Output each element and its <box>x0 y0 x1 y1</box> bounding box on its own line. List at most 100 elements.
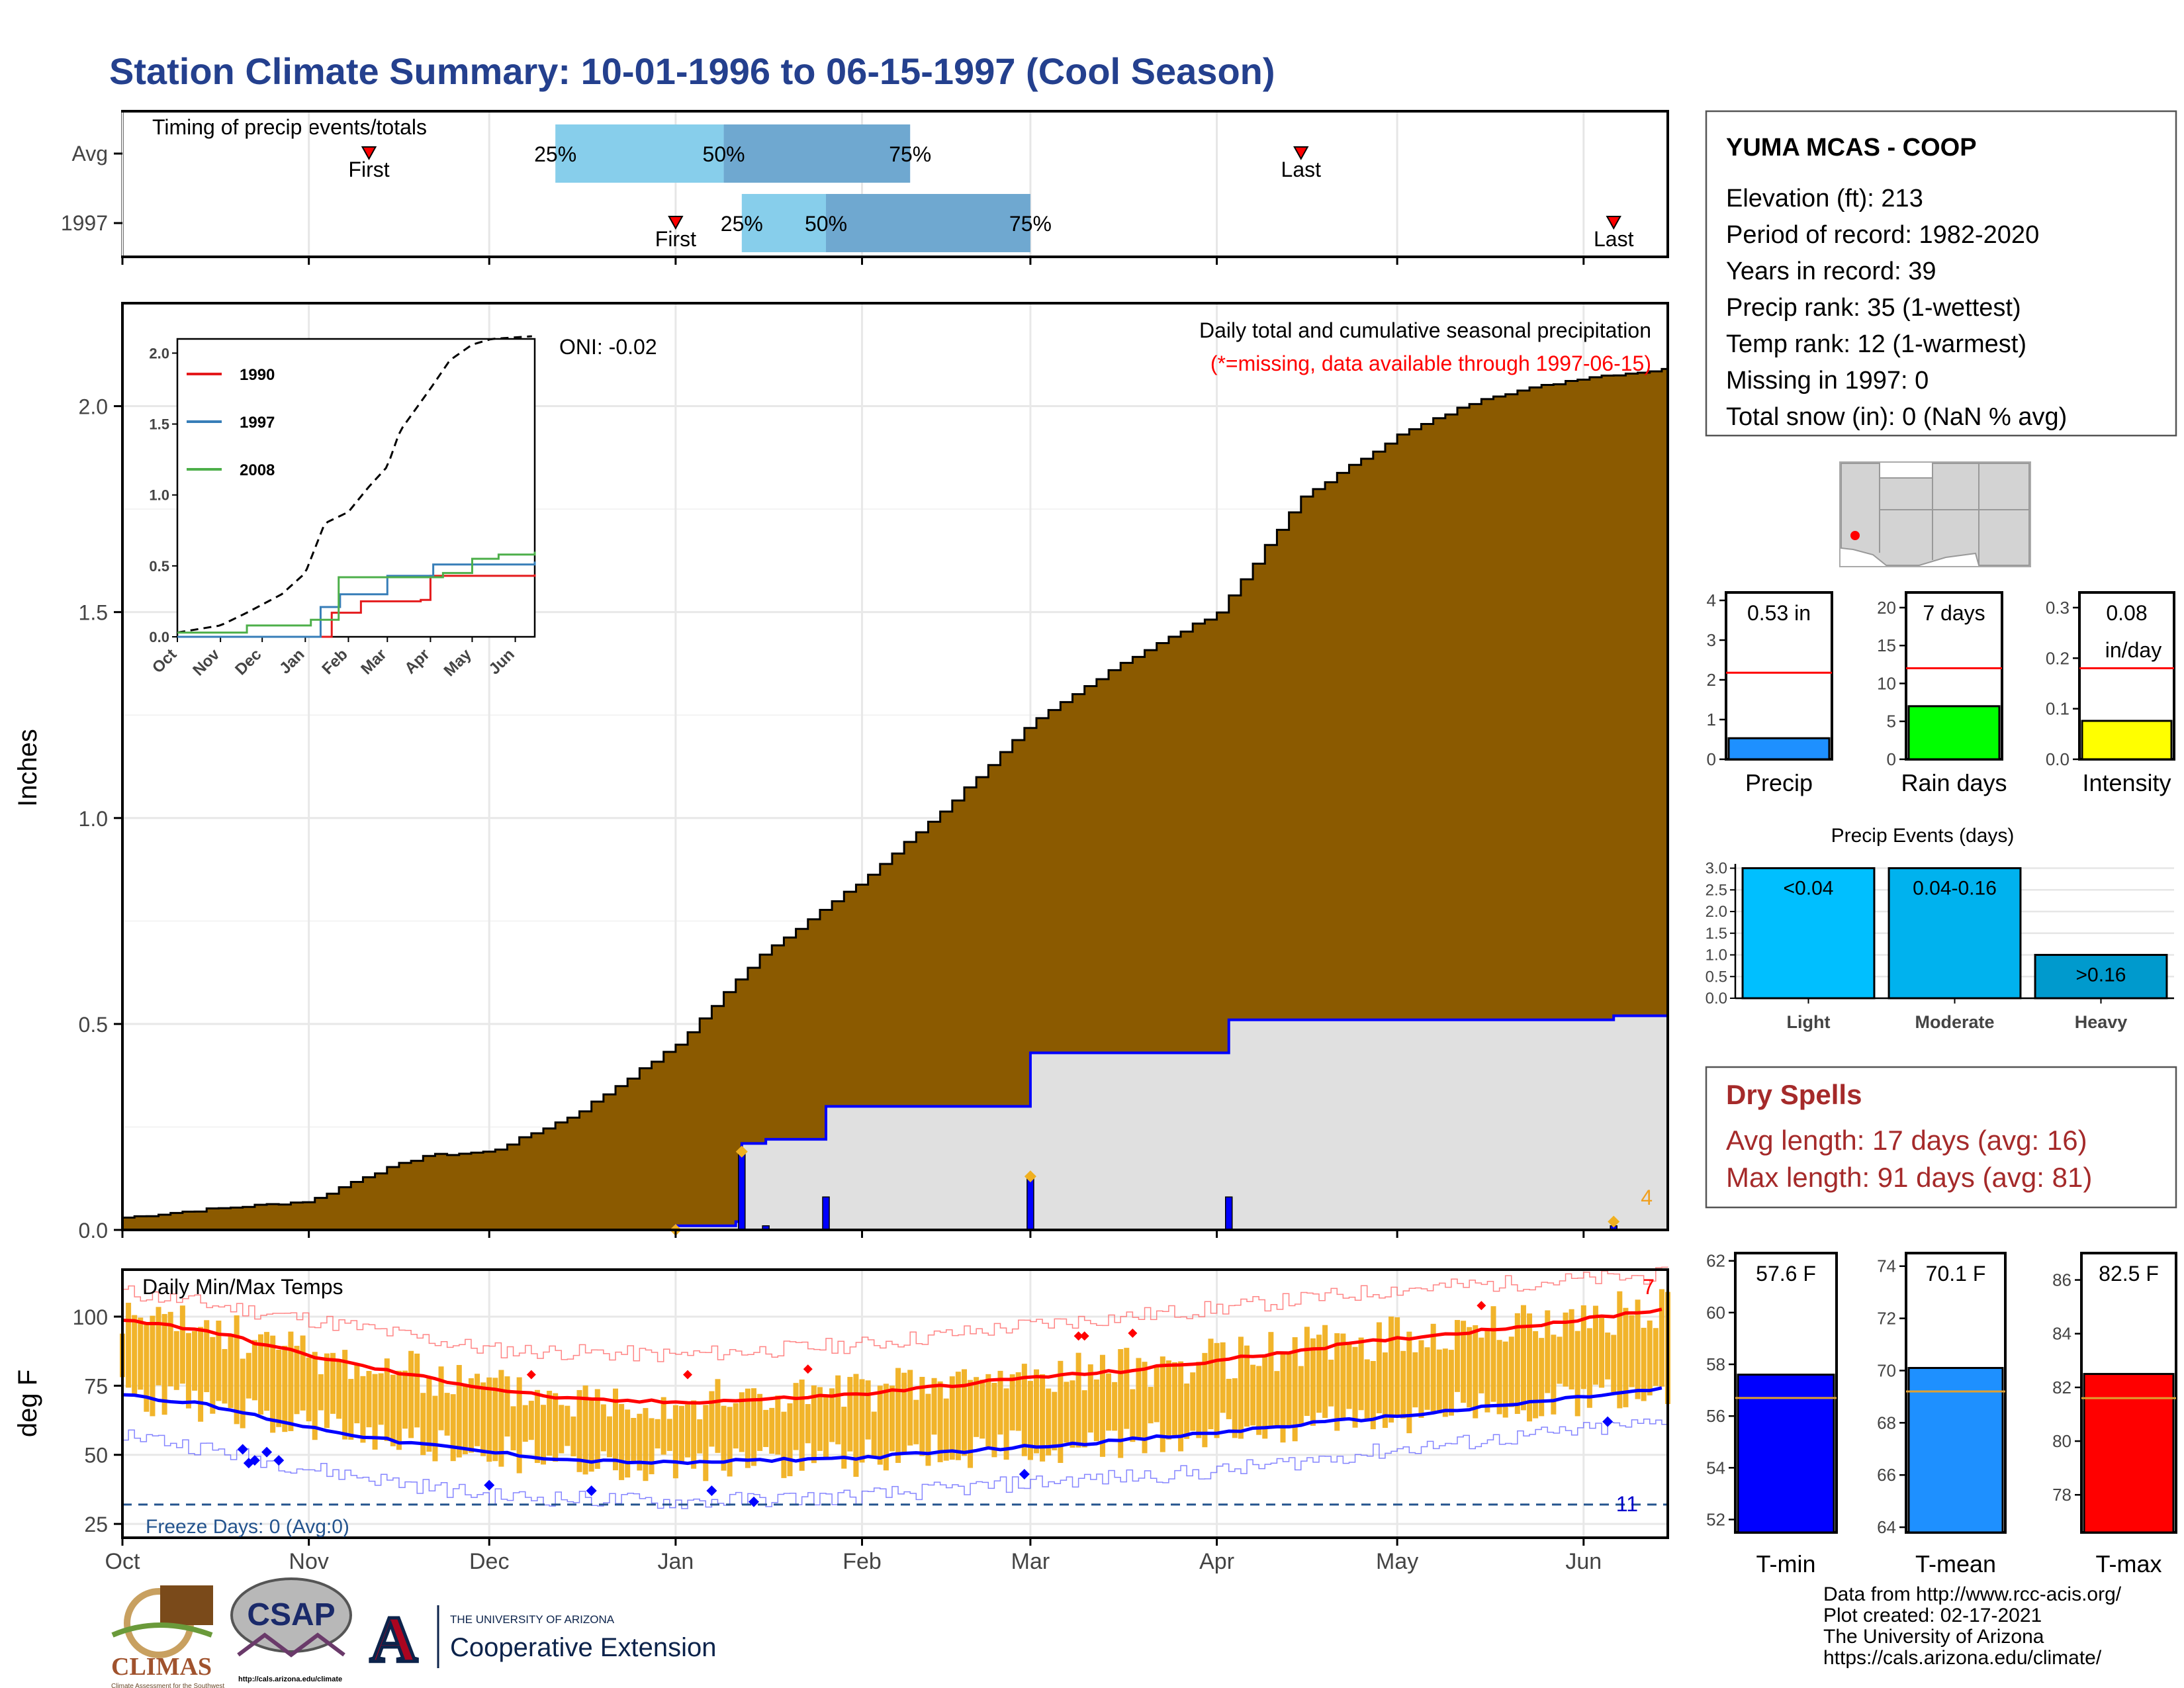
inset-y-tick-label: 2.0 <box>149 345 169 361</box>
daily-temp-bar <box>216 1321 222 1401</box>
daily-temp-bar <box>330 1352 336 1414</box>
daily-temp-bar <box>251 1340 257 1401</box>
daily-temp-bar <box>1623 1307 1629 1407</box>
events-category-label: Light <box>1787 1012 1831 1032</box>
daily-temp-bar <box>257 1334 263 1415</box>
month-tick-label: May <box>1376 1549 1418 1574</box>
daily-temp-bar <box>787 1403 793 1477</box>
month-tick-label: Nov <box>289 1549 328 1574</box>
daily-temp-bar <box>1533 1331 1539 1419</box>
daily-temp-bar <box>1015 1372 1021 1431</box>
daily-temp-bar <box>1545 1310 1551 1393</box>
daily-temp-bar <box>1502 1341 1508 1418</box>
timing-title: Timing of precip events/totals <box>152 115 427 139</box>
daily-temp-bar <box>1388 1316 1394 1423</box>
daily-temp-bar <box>1376 1322 1382 1413</box>
events-title: Precip Events (days) <box>1831 825 2015 847</box>
daily-temp-bar <box>1058 1360 1064 1464</box>
daily-temp-bar <box>294 1346 300 1415</box>
tmax-tick-label: 82 <box>2052 1378 2071 1397</box>
month-tick-label: Apr <box>1199 1549 1234 1574</box>
record-low-marker <box>706 1485 717 1497</box>
avg-cumulative-area <box>121 367 1669 1231</box>
intensity-value-label2: in/day <box>2105 638 2161 662</box>
month-tick-label: Feb <box>842 1549 882 1574</box>
daily-temp-bar <box>1021 1364 1027 1456</box>
daily-temp-bar <box>396 1370 402 1450</box>
daily-temp-bar <box>1087 1364 1093 1433</box>
daily-temp-bar <box>1479 1337 1484 1393</box>
tmax-tick-label: 84 <box>2052 1324 2071 1344</box>
inset-x-tick-label: Jan <box>276 645 308 677</box>
daily-temp-bar <box>715 1379 721 1453</box>
daily-temp-bar <box>1274 1371 1280 1427</box>
inset-legend-label: 1997 <box>240 414 275 432</box>
precip-subtitle: (*=missing, data available through 1997-… <box>1210 352 1651 375</box>
tmin-value-label: 57.6 F <box>1756 1262 1816 1286</box>
daily-temp-bar <box>1136 1358 1142 1438</box>
temps-y-tick-label: 75 <box>84 1374 108 1398</box>
daily-temp-bar <box>781 1411 787 1478</box>
inset-y-tick-label: 1.5 <box>149 416 169 433</box>
daily-temp-bar <box>565 1405 570 1446</box>
daily-temp-bar <box>889 1385 895 1452</box>
record-low-marker <box>273 1455 285 1466</box>
inset-x-tick-label: Oct <box>149 645 180 677</box>
daily-temp-bar <box>348 1379 354 1440</box>
station-line: Temp rank: 12 (1-warmest) <box>1726 330 2026 358</box>
daily-temp-bar <box>534 1389 540 1464</box>
dry-spells-avg: Avg length: 17 days (avg: 16) <box>1726 1125 2087 1156</box>
daily-temp-bar <box>288 1331 294 1431</box>
daily-temp-bar <box>600 1404 606 1452</box>
intensity-value-label: 0.08 <box>2106 601 2147 625</box>
daily-temp-bar <box>1160 1356 1165 1452</box>
credit-line: The University of Arizona <box>1823 1626 2044 1648</box>
daily-temp-bar <box>1448 1350 1454 1416</box>
daily-temp-bar <box>643 1408 649 1481</box>
daily-temp-bar <box>1611 1335 1617 1393</box>
rain_days-tick-label: 5 <box>1887 712 1896 731</box>
rain_days-tick-label: 10 <box>1877 673 1896 693</box>
daily-temp-bar <box>1184 1383 1190 1439</box>
daily-temp-bar <box>637 1413 643 1471</box>
precip_total-tick-label: 2 <box>1707 670 1716 690</box>
daily-temp-bar <box>240 1358 246 1429</box>
daily-temp-bar <box>619 1403 625 1480</box>
daily-temp-bar <box>126 1303 132 1388</box>
ua-line1: THE UNIVERSITY OF ARIZONA <box>450 1613 615 1626</box>
temperature-panel: 25 50 75 100 Oct Nov Dec Jan Feb Mar Apr May Jun Dai… <box>13 1266 1670 1574</box>
daily-temp-bar <box>685 1404 691 1458</box>
daily-temp-bar <box>1304 1327 1310 1416</box>
timing-first-marker <box>361 146 377 161</box>
daily-temp-bar <box>498 1370 504 1467</box>
daily-temp-bar <box>1238 1336 1244 1439</box>
daily-temp-bar <box>1034 1369 1040 1454</box>
daily-temp-bar <box>606 1416 612 1458</box>
events-bar <box>1741 867 1876 1000</box>
daily-temp-bar <box>805 1404 811 1444</box>
temps-title: Daily Min/Max Temps <box>142 1275 343 1299</box>
daily-temp-bar <box>1563 1312 1569 1387</box>
rain_days-label: Rain days <box>1901 769 2007 796</box>
daily-temp-bar <box>931 1378 937 1435</box>
timing-label-75: 75% <box>889 142 931 166</box>
temps-corner-top: 7 <box>1643 1275 1655 1299</box>
rain_days-bar <box>1907 705 2001 761</box>
daily-temp-bar <box>504 1376 510 1437</box>
daily-temp-bar <box>751 1388 756 1466</box>
intensity-bar <box>2081 720 2173 761</box>
rain_days-tick-label: 15 <box>1877 635 1896 655</box>
daily-temp-bar <box>1130 1389 1136 1442</box>
inset-series-line <box>177 551 536 634</box>
precip_total-tick-label: 0 <box>1707 749 1716 769</box>
daily-temp-bar <box>173 1331 179 1390</box>
daily-temp-bar <box>1580 1305 1586 1389</box>
ua-line2: Cooperative Extension <box>450 1633 716 1662</box>
daily-temp-bar <box>739 1392 745 1452</box>
daily-temp-bar <box>444 1393 450 1436</box>
daily-temp-bar <box>745 1388 751 1468</box>
daily-temp-bar <box>1334 1333 1340 1431</box>
daily-temp-bar <box>907 1370 913 1446</box>
daily-temp-bar <box>1232 1378 1238 1438</box>
timing-label-50: 50% <box>805 212 847 236</box>
